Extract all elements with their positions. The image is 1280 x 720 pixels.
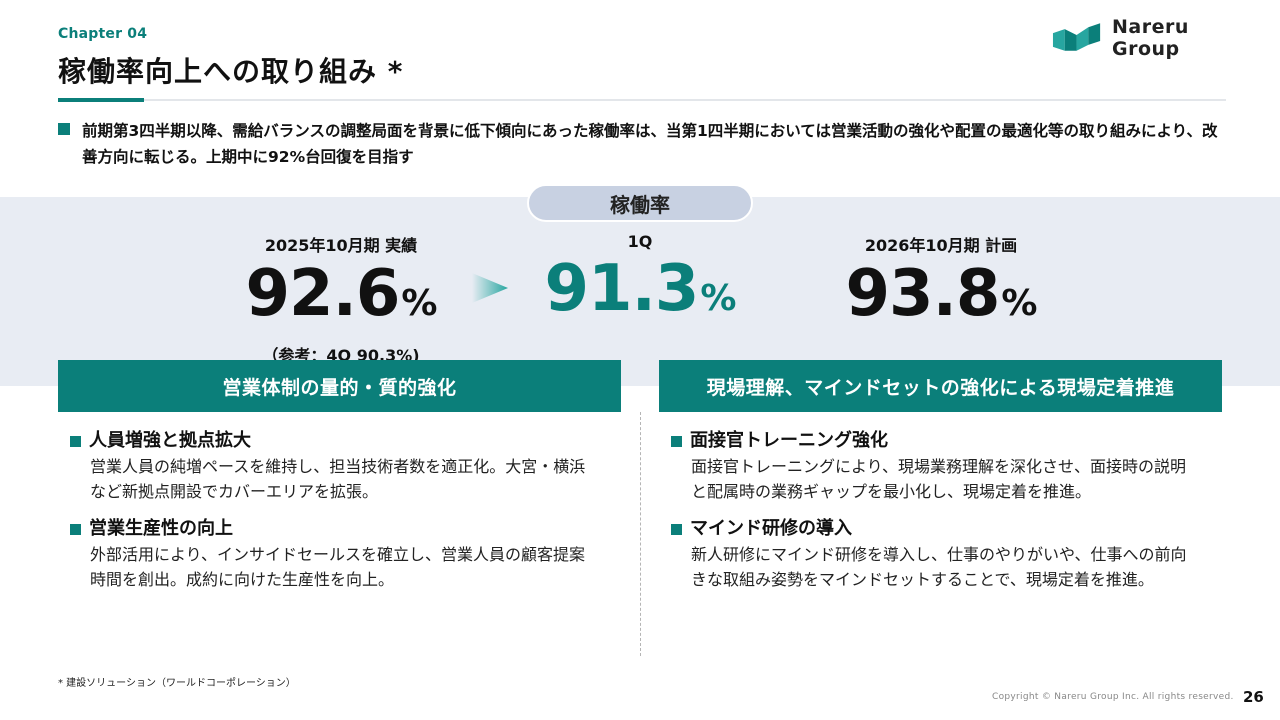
copyright: Copyright © Nareru Group Inc. All rights… [992, 692, 1234, 702]
item-title: 面接官トレーニング強化 [671, 428, 1201, 454]
arrow-right-icon [472, 273, 508, 303]
item-title: 人員増強と拠点拡大 [70, 428, 600, 454]
square-bullet-icon [70, 435, 81, 447]
square-bullet-icon [58, 123, 70, 135]
kpi-value: 91.3% [544, 252, 737, 326]
item-body: 面接官トレーニングにより、現場業務理解を深化させ、面接時の説明と配属時の業務ギャ… [691, 457, 1187, 501]
list-item: 営業生産性の向上 外部活用により、インサイドセールスを確立し、営業人員の顧客提案… [70, 516, 600, 592]
item-body: 外部活用により、インサイドセールスを確立し、営業人員の顧客提案時間を創出。成約に… [90, 545, 586, 589]
column-onsite: 面接官トレーニング強化 面接官トレーニングにより、現場業務理解を深化させ、面接時… [671, 428, 1201, 604]
kpi-unit: % [401, 283, 437, 324]
square-bullet-icon [671, 523, 682, 535]
kpi-value: 93.8% [845, 257, 1038, 331]
kpi-fy2025-actual: 2025年10月期 実績 92.6% （参考：4Q 90.3%) [236, 232, 446, 366]
item-body: 新人研修にマインド研修を導入し、仕事のやりがいや、仕事への前向きな取組み姿勢をマ… [691, 545, 1187, 589]
item-body: 営業人員の純増ペースを維持し、担当技術者数を適正化。大宮・横浜など新拠点開設でカ… [90, 457, 586, 501]
kpi-value: 92.6% [245, 257, 438, 331]
title-divider-accent [58, 98, 144, 102]
kpi-label: 2025年10月期 実績 [264, 236, 418, 255]
list-item: 面接官トレーニング強化 面接官トレーニングにより、現場業務理解を深化させ、面接時… [671, 428, 1201, 504]
logo-text: Nareru Group [1112, 16, 1189, 60]
kpi-label: 1Q [627, 232, 653, 251]
kpi-unit: % [700, 278, 736, 319]
lead-statement: 前期第3四半期以降、需給バランスの調整局面を背景に低下傾向にあった稼働率は、当第… [58, 118, 1228, 170]
item-title: 営業生産性の向上 [70, 516, 600, 542]
kpi-label: 2026年10月期 計画 [864, 236, 1018, 255]
chapter-label: Chapter 04 [58, 26, 148, 42]
kpi-heading: 稼働率 [527, 184, 753, 222]
column-divider [640, 412, 641, 656]
kpi-fy2026-plan: 2026年10月期 計画 93.8% [836, 232, 1046, 342]
column-heading-sales: 営業体制の量的・質的強化 [58, 360, 621, 412]
item-title: マインド研修の導入 [671, 516, 1201, 542]
kpi-unit: % [1001, 283, 1037, 324]
page-number: 26 [1243, 688, 1264, 706]
kpi-q1: 1Q 91.3% [540, 232, 740, 337]
column-sales: 人員増強と拠点拡大 営業人員の純増ペースを維持し、担当技術者数を適正化。大宮・横… [70, 428, 600, 604]
page-title: 稼働率向上への取り組み * [58, 55, 404, 88]
list-item: マインド研修の導入 新人研修にマインド研修を導入し、仕事のやりがいや、仕事への前… [671, 516, 1201, 592]
square-bullet-icon [671, 435, 682, 447]
square-bullet-icon [70, 523, 81, 535]
nareru-logo-icon [1052, 23, 1101, 51]
title-divider [58, 99, 1226, 101]
lead-text: 前期第3四半期以降、需給バランスの調整局面を背景に低下傾向にあった稼働率は、当第… [82, 122, 1218, 166]
column-heading-onsite: 現場理解、マインドセットの強化による現場定着推進 [659, 360, 1222, 412]
list-item: 人員増強と拠点拡大 営業人員の純増ペースを維持し、担当技術者数を適正化。大宮・横… [70, 428, 600, 504]
kpi-band [0, 197, 1280, 386]
company-logo: Nareru Group [1051, 16, 1261, 60]
footnote: * 建設ソリューション（ワールドコーポレーション） [58, 678, 296, 689]
